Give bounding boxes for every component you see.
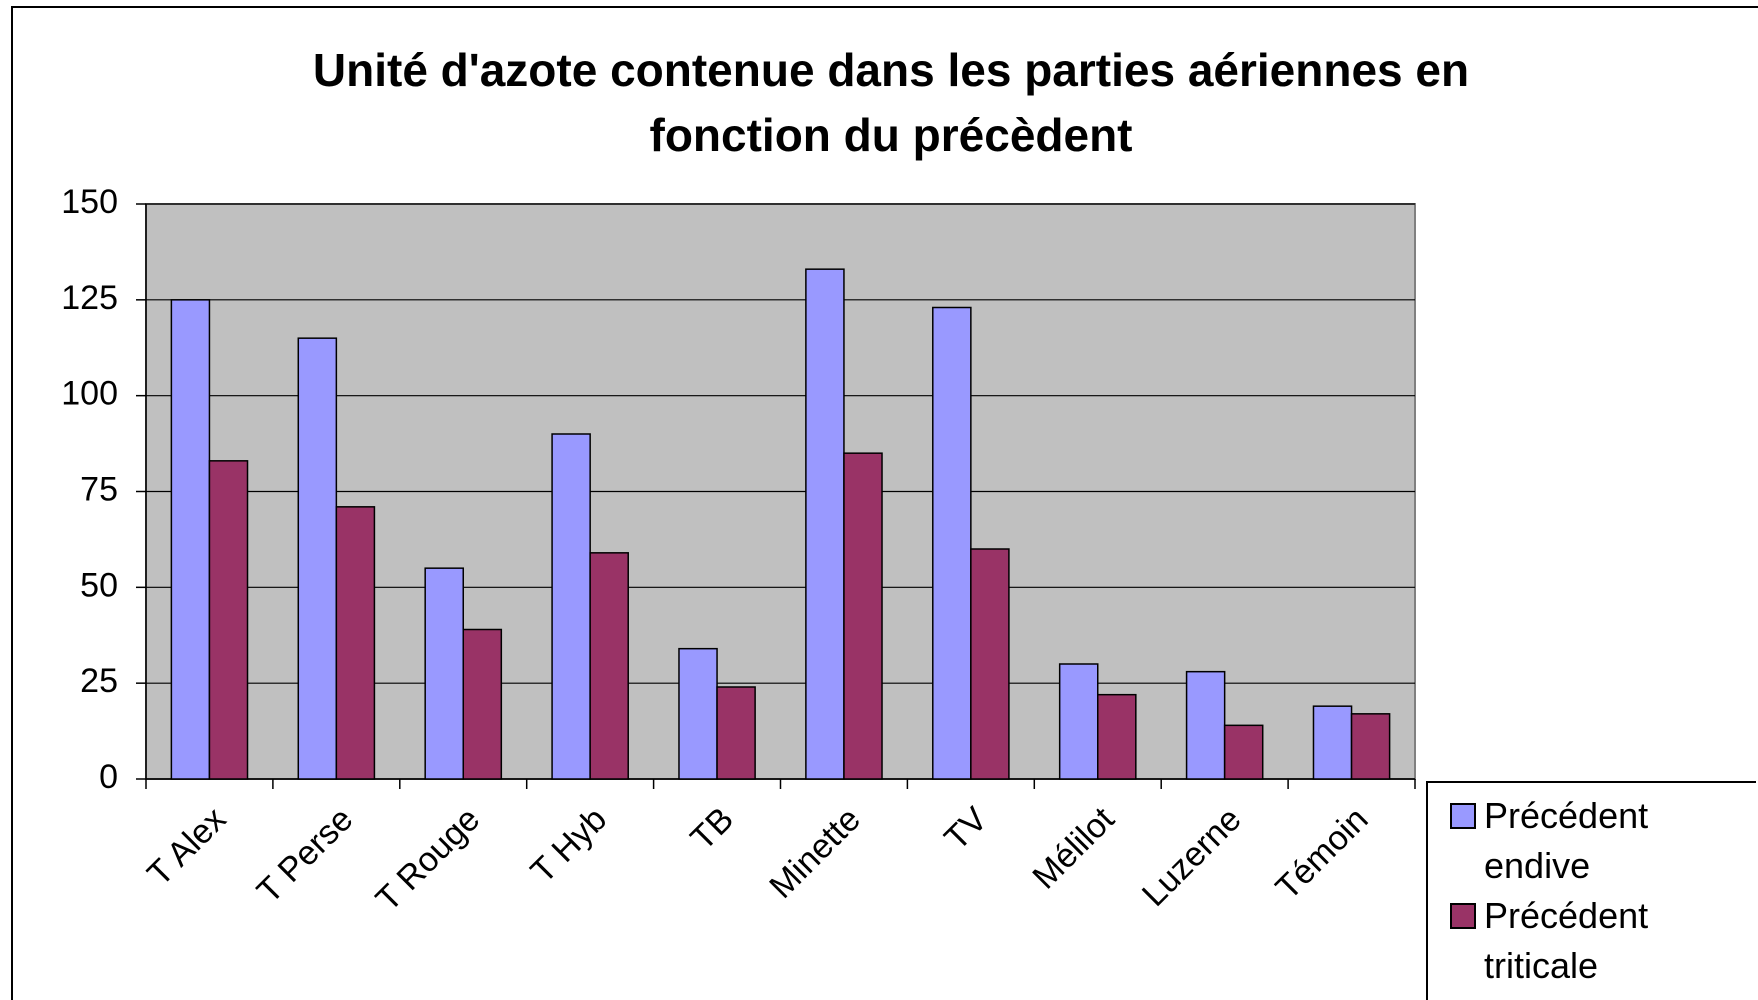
bar <box>970 548 1010 780</box>
x-tick-label: TB <box>683 800 741 858</box>
bar <box>805 268 845 780</box>
legend-item: Précédent triticale <box>1450 891 1756 991</box>
bar <box>589 552 629 780</box>
x-tick-label: T Alex <box>140 800 233 893</box>
x-tick-label: Mélilot <box>1025 800 1122 897</box>
chart-title: Unité d'azote contenue dans les parties … <box>312 44 1470 161</box>
x-tick-label: Minette <box>762 800 868 906</box>
x-tick-label: T Perse <box>250 800 361 911</box>
x-tick-label: TV <box>937 800 995 858</box>
y-tick-label: 125 <box>61 279 118 317</box>
bar <box>424 567 464 780</box>
y-tick-label: 75 <box>80 470 118 508</box>
y-tick-label: 25 <box>80 662 118 700</box>
y-tick-label: 150 <box>61 183 118 221</box>
bar <box>335 506 376 780</box>
x-tick-label: T Rouge <box>369 800 488 919</box>
bar <box>932 306 972 780</box>
bar <box>678 647 718 780</box>
bar <box>1223 724 1264 780</box>
bar <box>462 628 503 780</box>
legend-label: Précédent endive <box>1484 795 1649 886</box>
y-tick-label: 50 <box>80 566 118 604</box>
bar <box>170 299 211 780</box>
bar <box>297 337 338 780</box>
legend-label: Précédent triticale <box>1484 895 1649 986</box>
x-tick-label: Témoin <box>1269 800 1376 907</box>
bar <box>551 433 591 780</box>
bar <box>208 460 249 780</box>
legend-swatch <box>1450 803 1476 829</box>
bar <box>1097 693 1137 780</box>
y-tick-label: 0 <box>99 758 118 796</box>
bar <box>716 686 756 780</box>
legend-item: Précédent endive <box>1450 791 1756 891</box>
bar <box>1185 670 1226 780</box>
legend: Précédent endive Précédent triticale <box>1426 781 1756 1000</box>
y-tick-label: 100 <box>61 375 118 413</box>
bar <box>1058 663 1099 780</box>
bar <box>843 452 883 780</box>
frame <box>11 6 1758 1000</box>
bar <box>1350 713 1391 780</box>
x-tick-label: T Hyb <box>524 800 615 891</box>
legend-swatch <box>1450 903 1476 929</box>
bar <box>1312 705 1353 780</box>
x-tick-label: Luzerne <box>1135 800 1249 914</box>
